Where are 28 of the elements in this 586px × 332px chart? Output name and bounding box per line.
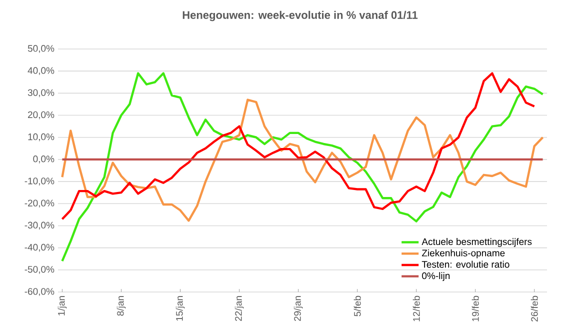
chart-title: Henegouwen: week-evolutie in % vanaf 01/11 [182, 10, 418, 22]
line-series [61, 72, 544, 262]
x-tick-label: 5/feb [354, 296, 361, 316]
legend-label: Ziekenhuis-opname [422, 249, 505, 258]
x-tick-label: 1/jan [58, 296, 67, 316]
y-tick-label: -20,0% [24, 200, 54, 208]
y-tick-label: 40,0% [28, 67, 54, 76]
y-tick-label: -60,0% [24, 288, 54, 296]
x-tick-label: 26/feb [530, 296, 538, 322]
y-tick-label: -30,0% [24, 222, 54, 230]
x-tick-label: 29/jan [294, 296, 303, 321]
y-tick-label: 50,0% [28, 45, 54, 53]
y-tick-label: 30,0% [28, 89, 54, 98]
x-tick-label: 22/jan [234, 296, 244, 321]
y-tick-label: 0,0% [33, 156, 54, 164]
y-tick-label: -40,0% [24, 244, 54, 252]
x-tick-label: 8/jan [116, 296, 126, 316]
x-tick-label: 19/feb [472, 296, 479, 322]
y-tick-label: 10,0% [28, 133, 54, 142]
line-series [61, 72, 536, 220]
y-tick-label: -10,0% [24, 178, 54, 186]
x-tick-label: 15/jan [176, 296, 185, 321]
legend-label: Testen: evolutie ratio [422, 260, 510, 268]
legend-label: Actuele besmettingscijfers [422, 238, 532, 247]
legend-label: 0%-lijn [422, 272, 450, 281]
x-tick-label: 12/feb [412, 296, 420, 322]
y-tick-label: 20,0% [28, 111, 54, 120]
y-tick-label: -50,0% [24, 266, 54, 274]
